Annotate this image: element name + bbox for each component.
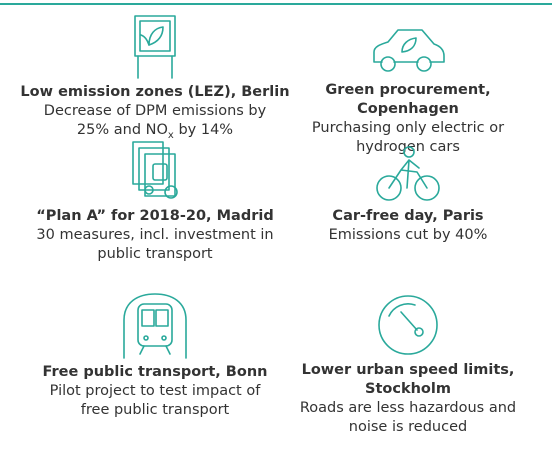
item-title: Lower urban speed limits, Stockholm <box>301 362 515 397</box>
description-text: by 14% <box>173 122 234 138</box>
item-title: Car-free day, Paris <box>332 208 484 224</box>
item-title: Green procurement, Copenhagen <box>325 82 491 117</box>
item-description: Decrease of DPM emissions by 25% and NOx… <box>30 102 280 145</box>
item-title: Low emission zones (LEZ), Berlin <box>20 84 290 100</box>
item: Lower urban speed limits, Stockholm Road… <box>273 292 543 437</box>
subscript: x <box>167 129 174 141</box>
item: Green procurement, Copenhagen Purchasing… <box>273 22 543 157</box>
item: Free public transport, Bonn Pilot projec… <box>20 290 290 420</box>
description-text: Purchasing only electric or hydrogen car… <box>311 120 505 155</box>
item-description: Pilot project to test impact of free pub… <box>45 382 265 420</box>
icon-lez <box>134 15 176 79</box>
item-description: Purchasing only electric or hydrogen car… <box>288 119 528 157</box>
item-description: 30 measures, incl. investment in public … <box>25 226 285 264</box>
icon-bike <box>376 146 440 201</box>
description-text: 30 measures, incl. investment in public … <box>36 227 274 262</box>
description-text: Emissions cut by 40% <box>328 227 488 243</box>
item-title: “Plan A” for 2018-20, Madrid <box>36 208 274 224</box>
icon-car <box>373 29 445 72</box>
icon-speed <box>378 295 438 355</box>
icon-plan <box>132 141 178 199</box>
item-title: Free public transport, Bonn <box>42 364 268 380</box>
item: Low emission zones (LEZ), Berlin Decreas… <box>20 14 290 145</box>
item: Car-free day, Paris Emissions cut by 40% <box>273 144 543 245</box>
item-description: Roads are less hazardous and noise is re… <box>286 399 531 437</box>
icon-train <box>123 293 187 359</box>
description-text: Pilot project to test impact of free pub… <box>49 383 261 418</box>
description-text: Decrease of DPM emissions by 25% and NO <box>43 103 267 138</box>
item-description: Emissions cut by 40% <box>288 226 528 245</box>
top-rule <box>0 3 552 5</box>
item: “Plan A” for 2018-20, Madrid 30 measures… <box>20 140 290 264</box>
description-text: Roads are less hazardous and noise is re… <box>299 400 517 435</box>
